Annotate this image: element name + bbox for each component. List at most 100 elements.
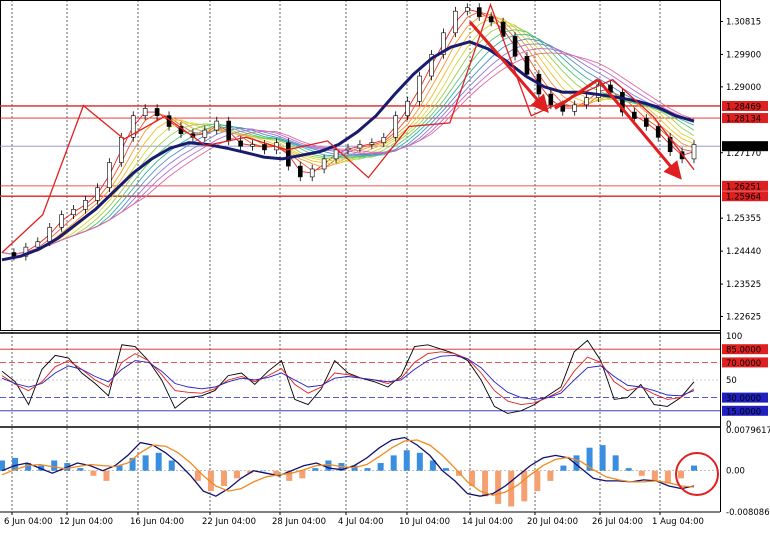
candle-body — [238, 140, 243, 147]
macd-histogram-bar — [103, 470, 110, 481]
highlight-circle — [675, 452, 719, 496]
macd-histogram-bar — [273, 470, 280, 476]
candle-body — [524, 55, 530, 75]
time-tick-label: 1 Aug 04:00 — [652, 517, 704, 527]
level-price-box — [722, 113, 768, 124]
trend-arrow — [468, 21, 549, 113]
candle-body — [154, 108, 160, 116]
time-tick-label: 16 Jun 04:00 — [130, 517, 184, 527]
candle-body — [393, 115, 399, 138]
price-tick-label: 1.27170 — [726, 149, 761, 159]
candle-body — [512, 36, 518, 57]
candle-body — [297, 165, 303, 178]
oscillator-tick-label: 50 — [726, 376, 737, 386]
candle-body — [679, 151, 685, 160]
current-price-label: 1.27353 — [726, 143, 761, 153]
time-tick-label: 6 Jun 04:00 — [4, 517, 53, 527]
macd-histogram-bar — [77, 468, 84, 471]
candle-body — [59, 214, 64, 228]
candle-body — [572, 104, 577, 112]
trend-arrow — [554, 78, 599, 110]
macd-tick-label: -0.0080865 — [726, 508, 770, 518]
candle-body — [35, 241, 41, 248]
macd-histogram-bar — [168, 460, 175, 471]
candle-body — [142, 108, 148, 116]
candle-body — [584, 97, 589, 106]
macd-histogram-bar — [155, 452, 162, 471]
macd-histogram-bar — [286, 470, 293, 481]
oscillator-level-box — [722, 344, 768, 355]
ma-ribbon-line — [1, 38, 695, 255]
macd-histogram-bar — [12, 457, 19, 471]
candle-body — [83, 200, 88, 210]
macd-histogram-bar — [612, 455, 619, 471]
macd-histogram-bar — [664, 470, 671, 484]
oscillator-level-box — [722, 405, 768, 416]
macd-histogram-bar — [312, 468, 319, 471]
level-price-label: 1.28469 — [726, 102, 761, 112]
oscillator-level-box — [722, 357, 768, 368]
candle-body — [465, 7, 470, 12]
level-price-label: 1.25964 — [726, 193, 761, 203]
time-tick-label: 26 Jul 04:00 — [592, 517, 643, 527]
macd-histogram-bar — [364, 468, 371, 471]
ma-ribbon-line — [1, 34, 695, 255]
candle-body — [202, 129, 208, 138]
macd-histogram-bar — [260, 470, 267, 472]
candle-body — [369, 142, 375, 145]
ma-ribbon-line — [1, 29, 695, 255]
price-tick-label: 1.25355 — [726, 214, 761, 224]
candle-body — [119, 136, 124, 163]
macd-histogram-bar — [90, 470, 97, 476]
price-tick-label: 1.29900 — [726, 50, 761, 60]
candle-body — [441, 32, 446, 55]
oscillator-level-box — [722, 392, 768, 403]
price-tick-label: 1.22625 — [726, 312, 761, 322]
candle-body — [417, 75, 422, 102]
candle-body — [357, 144, 363, 149]
candle-body — [381, 136, 387, 143]
oscillator-level-label: 30.0000 — [726, 394, 761, 404]
macd-histogram-bar — [677, 470, 684, 479]
candle-body — [500, 21, 506, 37]
candle-body — [453, 10, 458, 34]
candle-body — [47, 227, 53, 243]
macd-tick-label: 0.00 — [726, 467, 745, 477]
candle-body — [691, 144, 697, 160]
time-tick-label: 12 Jun 04:00 — [59, 517, 113, 527]
candle-body — [286, 142, 291, 167]
candle-body — [476, 7, 482, 17]
time-tick-label: 14 Jul 04:00 — [462, 517, 513, 527]
macd-histogram-bar — [560, 465, 567, 471]
oscillator-level-label: 85.0000 — [726, 346, 761, 356]
candle-body — [488, 16, 494, 23]
time-tick-label: 28 Jun 04:00 — [272, 517, 326, 527]
macd-signal-line — [1, 439, 695, 496]
level-price-box — [722, 180, 768, 191]
time-tick-label: 10 Jul 04:00 — [399, 517, 450, 527]
macd-histogram-bar — [234, 470, 241, 479]
candle-body — [11, 252, 17, 257]
oscillator-tick-label: 100 — [726, 332, 742, 342]
time-tick-label: 22 Jun 04:00 — [202, 517, 256, 527]
candle-body — [95, 187, 100, 201]
candle-body — [250, 144, 255, 147]
macd-histogram-bar — [482, 470, 489, 497]
oscillator-line — [1, 354, 695, 400]
macd-histogram-bar — [129, 457, 136, 471]
candle-body — [214, 120, 220, 131]
macd-histogram-bar — [521, 470, 528, 502]
candle-body — [345, 147, 351, 151]
ma-ribbon-line — [1, 8, 695, 255]
candle-body — [23, 246, 29, 257]
macd-histogram-bar — [586, 447, 593, 471]
candle-body — [632, 111, 637, 119]
macd-histogram-bar — [442, 468, 449, 471]
level-price-label: 1.26251 — [726, 182, 761, 192]
candle-body — [71, 209, 76, 216]
macd-histogram-bar — [299, 470, 306, 479]
level-price-box — [722, 100, 768, 111]
oscillator-line — [1, 339, 695, 414]
